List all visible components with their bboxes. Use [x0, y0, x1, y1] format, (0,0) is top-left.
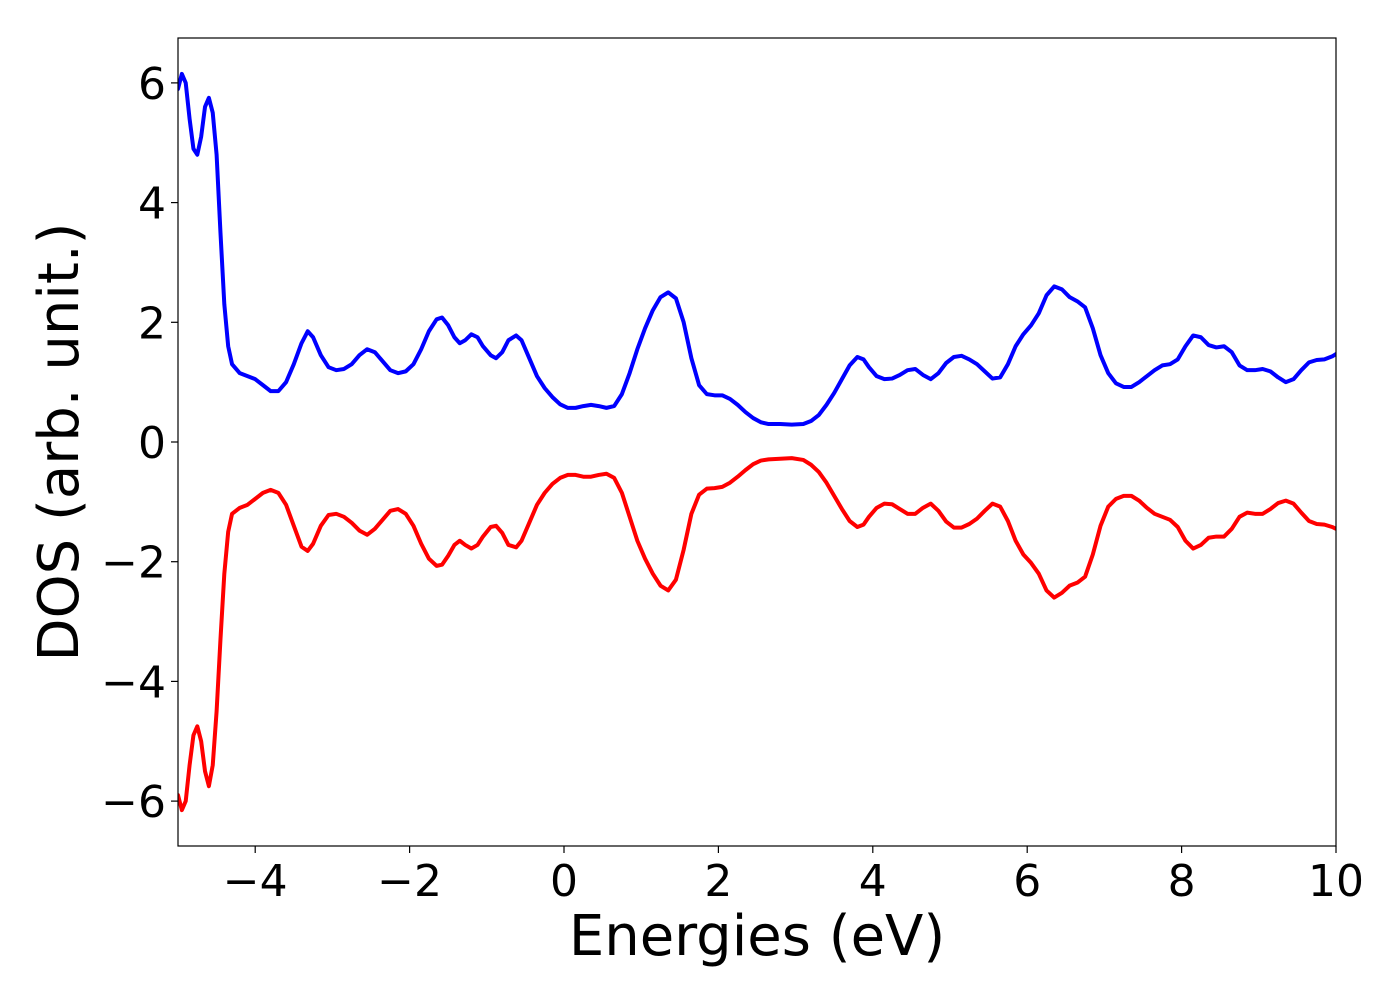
y-tick-label: −2	[101, 538, 166, 589]
y-tick-label: 2	[138, 298, 166, 349]
x-tick-label: 8	[1168, 856, 1196, 907]
y-axis-title: DOS (arb. unit.)	[27, 222, 92, 661]
y-tick-label: −4	[101, 657, 166, 708]
series-line-2	[178, 456, 1336, 813]
y-tick-label: −6	[101, 777, 166, 828]
x-tick-label: 6	[1013, 856, 1041, 907]
x-tick-label: 0	[550, 856, 578, 907]
x-axis: −4 −2 0 2 4 6 8 10	[223, 846, 1364, 907]
plot-area	[178, 71, 1336, 813]
x-tick-label: 2	[704, 856, 732, 907]
y-tick-label: 0	[138, 418, 166, 469]
x-tick-label: −4	[223, 856, 288, 907]
x-tick-label: 10	[1308, 856, 1364, 907]
x-tick-label: 4	[859, 856, 887, 907]
y-axis: 6 4 2 0 −2 −4 −6	[101, 59, 178, 828]
plot-frame	[177, 37, 1337, 847]
y-tick-label: 4	[138, 179, 166, 230]
x-tick-label: −2	[377, 856, 442, 907]
series-line-1	[178, 71, 1336, 427]
x-axis-title: Energies (eV)	[569, 904, 945, 969]
y-tick-label: 6	[138, 59, 166, 110]
